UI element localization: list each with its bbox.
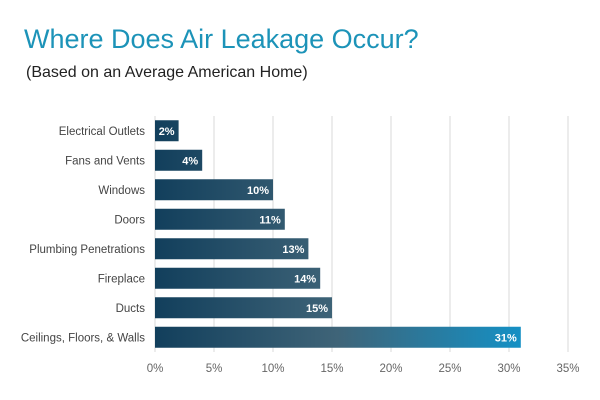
bar-value-label: 10% — [247, 185, 269, 197]
bar — [155, 208, 285, 230]
bar-value-label: 15% — [306, 303, 328, 315]
bar-value-label: 2% — [159, 126, 175, 138]
x-tick-label: 25% — [438, 363, 461, 375]
category-label: Fans and Vents — [65, 155, 145, 167]
bar — [155, 297, 332, 319]
category-label: Plumbing Penetrations — [29, 244, 145, 256]
x-tick-label: 0% — [147, 363, 164, 375]
bar-value-label: 4% — [182, 155, 198, 167]
x-axis-tick-labels: 0% 5% 10% 15% 20% 25% 30% 35% — [147, 363, 580, 375]
category-label: Electrical Outlets — [59, 126, 146, 138]
category-label: Doors — [114, 214, 145, 226]
x-tick-label: 30% — [497, 363, 520, 375]
x-tick-label: 15% — [320, 363, 343, 375]
x-tick-label: 35% — [556, 363, 579, 375]
bar — [155, 120, 179, 142]
bar — [155, 179, 273, 201]
bar-value-label: 13% — [282, 244, 304, 256]
bar — [155, 238, 309, 260]
x-tick-label: 5% — [206, 363, 223, 375]
bars: 2% 4% 10% 11% 13% 14% 15% 31% — [155, 120, 521, 348]
bar — [155, 149, 203, 171]
x-tick-label: 10% — [261, 363, 284, 375]
category-label: Ducts — [116, 303, 146, 315]
x-tick-label: 20% — [379, 363, 402, 375]
bar-value-label: 11% — [259, 214, 281, 226]
chart-title: Where Does Air Leakage Occur? — [24, 24, 419, 54]
category-label: Windows — [98, 185, 145, 197]
category-labels: Electrical Outlets Fans and Vents Windows D… — [21, 126, 145, 345]
bar-value-label: 31% — [495, 332, 517, 344]
category-label: Ceilings, Floors, & Walls — [21, 332, 145, 344]
bar-value-label: 14% — [294, 273, 316, 285]
bar — [155, 326, 521, 348]
category-label: Fireplace — [98, 273, 145, 285]
bar — [155, 267, 321, 289]
chart-subtitle: (Based on an Average American Home) — [26, 64, 308, 81]
